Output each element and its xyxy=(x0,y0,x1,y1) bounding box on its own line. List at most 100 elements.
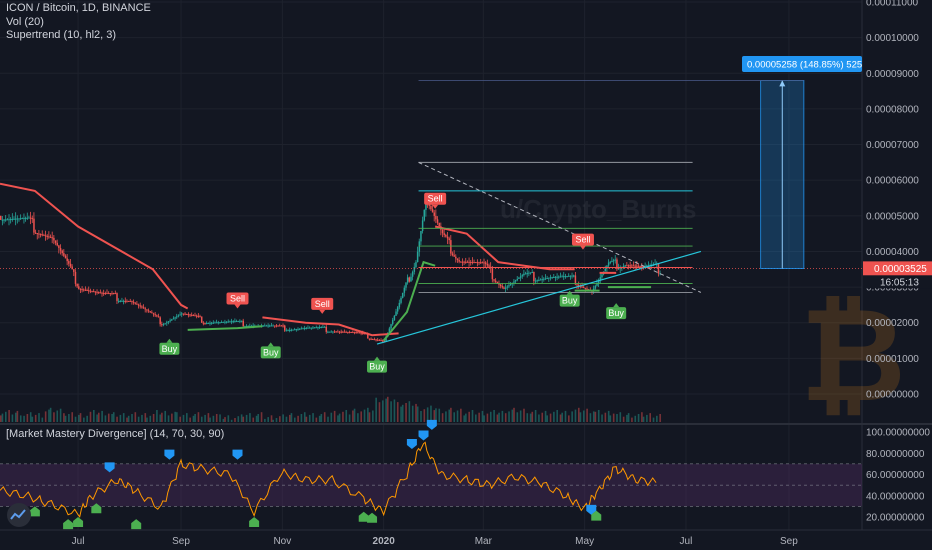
buy-signal[interactable]: Buy xyxy=(261,342,281,358)
candle-body xyxy=(624,265,626,266)
candle-body xyxy=(194,315,196,316)
sell-signal[interactable]: Sell xyxy=(227,292,249,308)
candle-body xyxy=(339,332,341,333)
volume-bar xyxy=(659,414,661,422)
candle-body xyxy=(299,329,301,330)
candle-body xyxy=(136,304,138,305)
candle-body xyxy=(322,327,324,328)
divergence-marker-bullish-icon[interactable] xyxy=(367,513,377,523)
candle-body xyxy=(18,218,20,219)
candle-body xyxy=(20,218,22,219)
candle-body xyxy=(536,280,538,281)
volume-bar xyxy=(234,418,236,422)
candle-body xyxy=(392,320,394,324)
volume-bar xyxy=(468,412,470,422)
volume-bar xyxy=(397,402,399,422)
volume-bar xyxy=(605,413,607,422)
candle-body xyxy=(100,292,102,293)
volume-bar xyxy=(483,415,485,422)
candle-body xyxy=(450,240,452,253)
volume-bar xyxy=(498,413,500,422)
candle-body xyxy=(48,236,50,237)
divergence-marker-bullish-icon[interactable] xyxy=(131,519,141,529)
volume-bar xyxy=(417,407,419,423)
candle-body xyxy=(27,218,29,219)
time-axis-label: Sep xyxy=(780,536,798,547)
candle-body xyxy=(159,317,161,324)
volume-bar xyxy=(339,414,341,422)
candle-body xyxy=(472,262,474,263)
volume-bar xyxy=(513,408,515,422)
volume-bar xyxy=(144,413,146,422)
divergence-marker-bullish-icon[interactable] xyxy=(30,506,40,516)
volume-bar xyxy=(131,414,133,422)
divergence-marker-bearish-icon[interactable] xyxy=(407,439,417,449)
candle-body xyxy=(65,256,67,259)
divergence-marker-bearish-icon[interactable] xyxy=(233,450,243,460)
volume-bar xyxy=(502,411,504,422)
candle-body xyxy=(95,291,97,292)
volume-bar xyxy=(357,413,359,422)
divergence-marker-bullish-icon[interactable] xyxy=(249,517,259,527)
divergence-marker-bullish-icon[interactable] xyxy=(63,519,73,529)
volume-bar xyxy=(334,411,336,422)
candle-body xyxy=(307,328,309,329)
sell-signal[interactable]: Sell xyxy=(572,234,594,250)
volume-bar xyxy=(372,411,374,423)
candle-body xyxy=(492,268,494,279)
candle-body xyxy=(379,340,381,341)
candle-body xyxy=(101,293,103,294)
volume-bar xyxy=(631,418,633,422)
volume-bar xyxy=(545,411,547,422)
candle-body xyxy=(551,277,553,278)
volume-legend[interactable]: Vol (20) xyxy=(6,16,44,28)
volume-bar xyxy=(194,414,196,422)
candle-body xyxy=(37,233,39,234)
candle-body xyxy=(241,321,243,322)
volume-bar xyxy=(213,416,215,422)
signal-label: Sell xyxy=(428,194,443,204)
candle-body xyxy=(218,322,220,323)
symbol-legend[interactable]: ICON / Bitcoin, 1D, BINANCE xyxy=(6,2,151,14)
triangle-lower-line[interactable] xyxy=(377,251,701,344)
candle-body xyxy=(7,219,9,220)
supertrend-legend[interactable]: Supertrend (10, hl2, 3) xyxy=(6,29,116,41)
volume-bar xyxy=(75,417,77,422)
candle-body xyxy=(2,220,4,221)
volume-bar xyxy=(204,415,206,422)
oscillator-legend[interactable]: [Market Mastery Divergence] (14, 70, 30,… xyxy=(6,428,224,440)
divergence-marker-bullish-icon[interactable] xyxy=(73,517,83,527)
candle-body xyxy=(457,258,459,260)
candle-body xyxy=(377,340,379,341)
buy-signal[interactable]: Buy xyxy=(606,303,626,319)
candle-body xyxy=(236,321,238,322)
buy-signal[interactable]: Buy xyxy=(560,291,580,307)
volume-bar xyxy=(345,410,347,422)
candle-body xyxy=(3,220,5,221)
volume-bar xyxy=(450,408,452,422)
candle-body xyxy=(405,283,407,288)
candle-body xyxy=(541,279,543,280)
candle-body xyxy=(186,314,188,315)
candle-body xyxy=(493,279,495,280)
buy-signal[interactable]: Buy xyxy=(159,339,179,355)
divergence-marker-bearish-icon[interactable] xyxy=(164,450,174,460)
tradingview-logo-icon[interactable] xyxy=(7,503,31,527)
time-axis-label: Mar xyxy=(475,536,493,547)
candle-body xyxy=(224,322,226,323)
candle-body xyxy=(115,293,117,294)
volume-bar xyxy=(116,417,118,422)
volume-bar xyxy=(171,414,173,422)
candle-body xyxy=(135,303,137,304)
sell-signal[interactable]: Sell xyxy=(311,298,333,314)
candle-body xyxy=(279,325,281,326)
divergence-marker-bearish-icon[interactable] xyxy=(419,431,429,441)
candle-body xyxy=(470,262,472,263)
candle-body xyxy=(321,327,323,328)
divergence-marker-bearish-icon[interactable] xyxy=(427,420,437,430)
candle-body xyxy=(468,262,470,263)
supertrend-down-line xyxy=(435,227,575,270)
candle-body xyxy=(208,323,210,324)
time-axis-label: 2020 xyxy=(373,536,396,547)
